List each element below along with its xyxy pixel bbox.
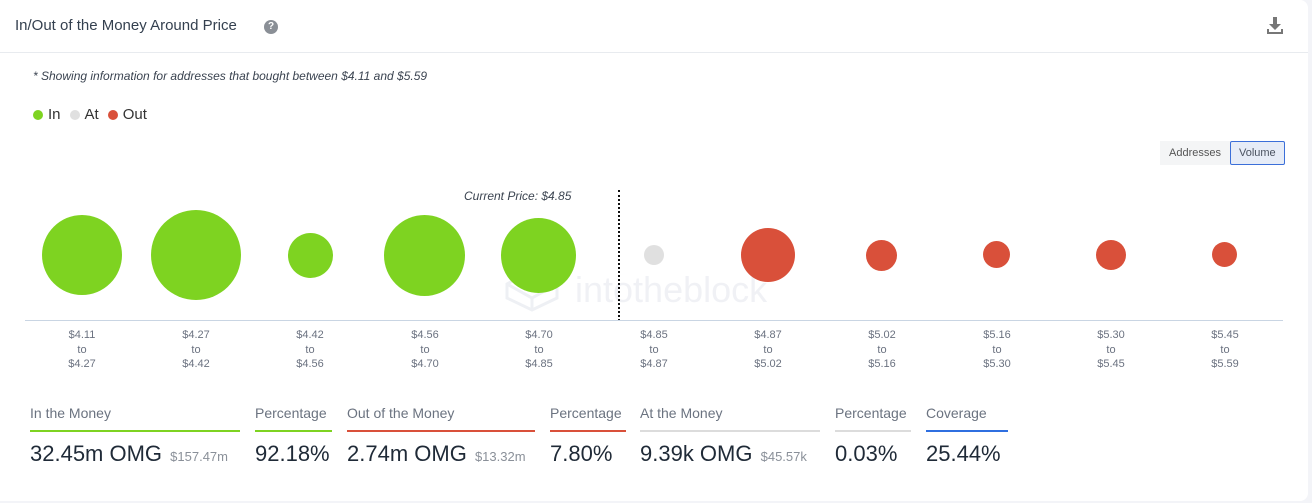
- x-label: $4.11 to $4.27: [68, 329, 96, 370]
- stat-underline: [926, 430, 1008, 432]
- current-price-label: Current Price: $4.85: [464, 189, 572, 203]
- bubble-in[interactable]: [288, 233, 333, 278]
- stat-usd-value: $45.57k: [760, 449, 807, 464]
- stat-label: Out of the Money: [347, 405, 455, 421]
- stat-value: 9.39k OMG $45.57k: [640, 441, 807, 466]
- stat-underline: [835, 430, 911, 432]
- legend-dot-out-icon: [107, 109, 118, 120]
- stat-underline: [550, 430, 626, 432]
- stat-in-the-money: In the Money 32.45m OMG $157.47m: [30, 405, 240, 467]
- x-label: $5.16 to $5.30: [983, 329, 1011, 370]
- x-label: $4.42 to $4.56: [296, 329, 324, 370]
- stat-value: 7.80%: [550, 441, 613, 466]
- download-icon[interactable]: [1266, 16, 1284, 36]
- stat-value: 32.45m OMG $157.47m: [30, 441, 228, 466]
- stat-label: At the Money: [640, 405, 723, 421]
- watermark: intotheblock: [505, 268, 767, 312]
- stat-usd-value: $13.32m: [474, 449, 526, 464]
- stat-at-percentage: Percentage 0.03%: [835, 405, 911, 467]
- x-label: $5.02 to $5.16: [868, 329, 896, 370]
- x-label: $5.30 to $5.45: [1097, 329, 1125, 370]
- stat-underline: [640, 430, 820, 432]
- legend-dot-at-icon: [69, 109, 80, 120]
- stat-label: In the Money: [30, 405, 111, 421]
- stat-value: 0.03%: [835, 441, 898, 466]
- bubble-out[interactable]: [866, 240, 897, 271]
- question-circle-icon[interactable]: ?: [264, 20, 278, 34]
- x-label: $4.27 to $4.42: [182, 329, 210, 370]
- legend-label-out: Out: [122, 106, 147, 123]
- bubble-in[interactable]: [501, 218, 576, 293]
- stat-out-of-the-money: Out of the Money 2.74m OMG $13.32m: [347, 405, 535, 467]
- current-price-line: [618, 190, 620, 321]
- stat-value: 92.18%: [255, 441, 330, 466]
- range-note: * Showing information for addresses that…: [33, 69, 428, 83]
- bubble-out[interactable]: [1096, 240, 1126, 270]
- legend-label-in: In: [48, 106, 61, 123]
- x-label: $5.45 to $5.59: [1211, 329, 1239, 370]
- bubble-out[interactable]: [983, 241, 1010, 268]
- bubble-at[interactable]: [644, 245, 664, 265]
- stat-label: Percentage: [255, 405, 327, 421]
- x-label: $4.87 to $5.02: [754, 329, 782, 370]
- stat-label: Coverage: [926, 405, 987, 421]
- metric-toggle: Addresses Volume: [1160, 141, 1285, 165]
- stat-value: 2.74m OMG $13.32m: [347, 441, 526, 466]
- bubble-in[interactable]: [151, 210, 241, 300]
- bubble-in[interactable]: [42, 215, 122, 295]
- x-label: $4.56 to $4.70: [411, 329, 439, 370]
- stat-out-percentage: Percentage 7.80%: [550, 405, 626, 467]
- stat-value: 25.44%: [926, 441, 1001, 466]
- x-axis: [25, 320, 1283, 321]
- stat-underline: [30, 430, 240, 432]
- bubble-out[interactable]: [741, 228, 795, 282]
- bubble-in[interactable]: [384, 215, 465, 296]
- addresses-toggle-button[interactable]: Addresses: [1160, 141, 1230, 165]
- legend-item-in[interactable]: In: [33, 106, 61, 123]
- stat-underline: [347, 430, 535, 432]
- stat-at-the-money: At the Money 9.39k OMG $45.57k: [640, 405, 820, 467]
- legend-label-at: At: [84, 106, 99, 123]
- legend-dot-in-icon: [33, 109, 43, 120]
- legend-item-at[interactable]: At: [69, 106, 99, 123]
- stat-coverage: Coverage 25.44%: [926, 405, 1008, 467]
- legend: In At Out: [33, 106, 156, 123]
- bubble-out[interactable]: [1212, 242, 1237, 267]
- stat-underline: [255, 430, 332, 432]
- card-header: In/Out of the Money Around Price ?: [0, 0, 1308, 53]
- legend-item-out[interactable]: Out: [107, 106, 147, 123]
- stat-label: Percentage: [835, 405, 907, 421]
- stat-in-percentage: Percentage 92.18%: [255, 405, 332, 467]
- stat-label: Percentage: [550, 405, 622, 421]
- stat-usd-value: $157.47m: [170, 449, 228, 464]
- card-title: In/Out of the Money Around Price: [15, 17, 237, 34]
- x-label: $4.70 to $4.85: [525, 329, 553, 370]
- bubble-chart: intotheblock Current Price: $4.85 $4.11 t…: [0, 180, 1308, 390]
- volume-toggle-button[interactable]: Volume: [1229, 141, 1285, 165]
- watermark-text: intotheblock: [575, 269, 768, 310]
- x-label: $4.85 to $4.87: [640, 329, 668, 370]
